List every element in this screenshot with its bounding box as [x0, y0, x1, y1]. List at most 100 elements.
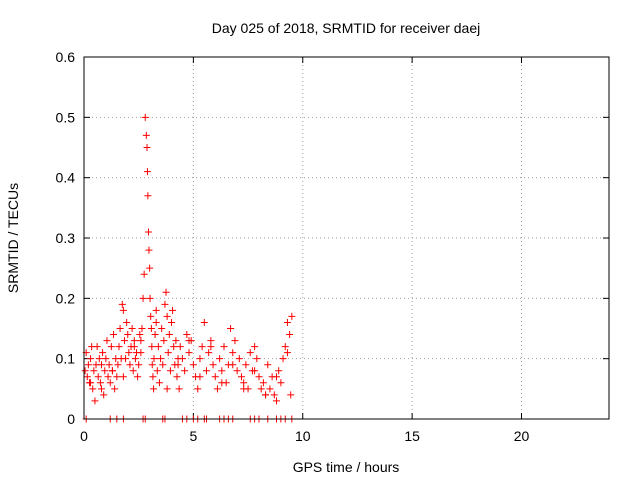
data-point	[255, 373, 263, 381]
y-tick-label: 0	[67, 411, 75, 427]
data-point	[96, 379, 104, 387]
data-point	[146, 264, 154, 272]
data-point	[163, 312, 171, 320]
x-tick-label: 10	[295, 428, 311, 444]
data-point	[170, 343, 178, 351]
data-point	[139, 294, 147, 302]
data-point	[155, 379, 163, 387]
tick-layer: 0 0.1 0.2 0.3 0.4 0.5 0.6 0 5 10 15 20	[56, 49, 609, 444]
data-point	[104, 373, 112, 381]
data-point	[144, 192, 152, 200]
data-point	[100, 391, 108, 399]
data-point	[140, 270, 148, 278]
data-point	[103, 337, 111, 345]
data-point	[150, 355, 158, 363]
x-tick-label: 20	[514, 428, 530, 444]
data-point	[235, 355, 243, 363]
y-tick-label: 0.5	[56, 109, 76, 125]
data-point	[147, 325, 155, 332]
data-point	[147, 312, 155, 320]
data-point	[281, 343, 289, 351]
data-point	[259, 379, 267, 387]
data-point	[120, 337, 128, 345]
x-tick-label: 15	[404, 428, 420, 444]
x-tick-label: 5	[189, 428, 197, 444]
data-point	[161, 300, 169, 308]
data-point	[266, 385, 274, 393]
data-point	[119, 306, 127, 314]
data-point	[273, 397, 280, 405]
data-point	[200, 318, 208, 326]
y-axis-label: SRMTID / TECUs	[5, 183, 21, 293]
data-point	[160, 337, 168, 345]
data-point	[95, 355, 103, 363]
data-point	[213, 385, 221, 393]
data-point	[157, 355, 165, 363]
data-point	[159, 361, 167, 369]
data-point	[238, 373, 245, 381]
data-point	[152, 306, 160, 314]
data-point	[264, 361, 272, 369]
data-point	[101, 367, 109, 375]
data-point	[145, 228, 153, 236]
data-point	[110, 331, 118, 339]
data-point	[168, 318, 175, 326]
data-point	[175, 385, 183, 393]
data-point	[169, 306, 177, 314]
data-point	[246, 349, 254, 357]
data-point	[119, 373, 127, 381]
data-point	[227, 325, 235, 332]
data-point	[137, 337, 145, 345]
data-point	[105, 361, 113, 369]
data-point	[136, 331, 144, 339]
data-point	[143, 144, 151, 151]
data-point	[123, 318, 131, 326]
data-point	[229, 361, 237, 369]
data-point	[275, 367, 283, 375]
y-tick-label: 0.1	[56, 351, 76, 367]
x-axis-label: GPS time / hours	[293, 459, 400, 475]
grid-layer	[84, 57, 609, 419]
x-tick-label: 0	[80, 428, 88, 444]
data-point	[185, 337, 193, 345]
data-point	[283, 318, 291, 326]
data-point	[165, 331, 173, 339]
data-point	[270, 391, 278, 399]
data-point	[129, 367, 137, 375]
y-tick-label: 0.2	[56, 290, 76, 306]
data-point	[153, 367, 161, 375]
data-point	[118, 300, 126, 308]
data-point	[242, 361, 250, 369]
chart-title: Day 025 of 2018, SRMTID for receiver dae…	[212, 20, 480, 36]
data-point	[107, 343, 115, 351]
data-point	[108, 367, 116, 375]
data-point	[279, 355, 287, 363]
data-point	[116, 325, 124, 332]
data-point	[162, 288, 170, 296]
data-point	[81, 367, 89, 375]
data-point	[124, 331, 132, 339]
data-point	[172, 337, 180, 345]
data-point	[102, 355, 110, 363]
data-point	[229, 349, 237, 357]
data-point	[220, 343, 228, 351]
data-point	[91, 397, 99, 405]
data-point	[115, 343, 123, 351]
data-point	[185, 349, 193, 357]
data-point	[166, 367, 174, 375]
data-point	[143, 168, 151, 176]
data-point	[87, 379, 95, 387]
data-point	[240, 379, 248, 387]
data-point	[183, 331, 191, 339]
data-point	[137, 349, 145, 357]
data-point	[83, 373, 91, 381]
data-point	[231, 337, 239, 345]
data-point	[216, 355, 224, 363]
data-point	[218, 367, 226, 375]
data-point	[94, 373, 102, 381]
data-point	[111, 385, 119, 393]
data-point	[240, 385, 248, 393]
data-point	[218, 379, 226, 387]
data-point	[98, 361, 105, 369]
